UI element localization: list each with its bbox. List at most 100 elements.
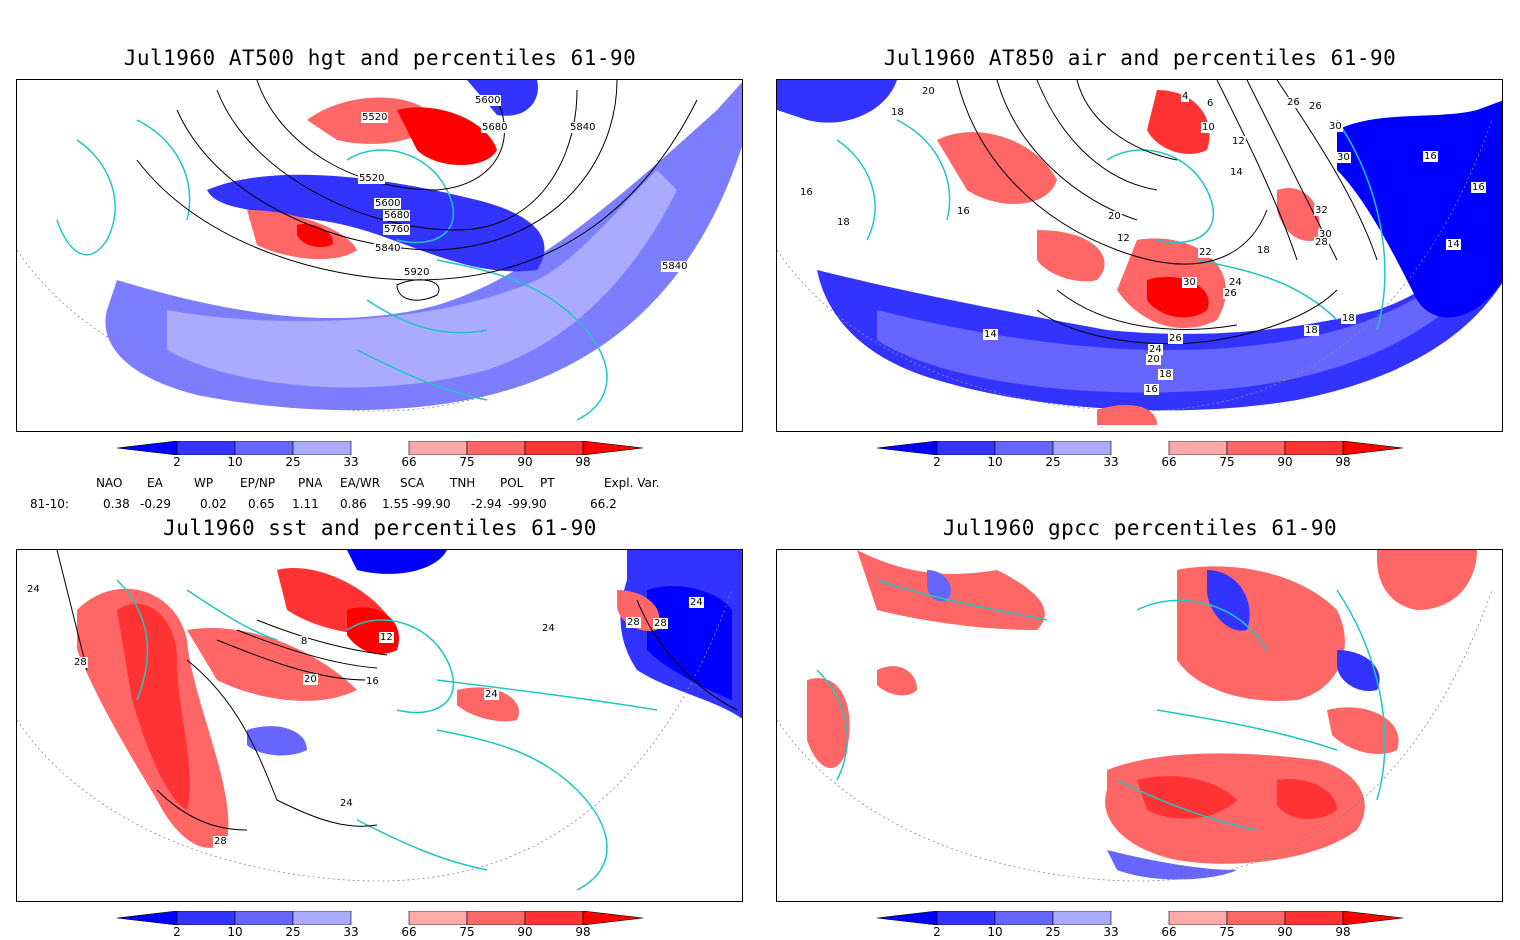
- cbar-label: 33: [1103, 925, 1119, 939]
- cbar-label: 75: [459, 925, 475, 939]
- index-value: 0.38: [103, 497, 130, 511]
- contour-label: 5520: [361, 112, 389, 123]
- contour-label: 28: [1314, 237, 1329, 248]
- cbar-label: 25: [285, 455, 301, 469]
- cbar-label: 33: [1103, 455, 1119, 469]
- contour-label: 8: [300, 636, 309, 647]
- contour-label: 4: [1181, 91, 1190, 102]
- contour-label: 20: [921, 86, 936, 97]
- panel-title-air850: Jul1960 AT850 air and percentiles 61-90: [883, 46, 1397, 70]
- contour-label: 5680: [383, 210, 411, 221]
- index-value: -99.90: [412, 497, 451, 511]
- map-air850: [777, 80, 1502, 431]
- index-value: 1.55: [382, 497, 409, 511]
- colorbar-graphic: [117, 441, 644, 455]
- contour-label: 5680: [481, 122, 509, 133]
- contour-label: 30: [1182, 277, 1197, 288]
- colorbar-graphic: [877, 441, 1404, 455]
- cbar-label: 2: [173, 455, 181, 469]
- contour-label: 18: [1256, 245, 1271, 256]
- contour-label: 5840: [569, 122, 597, 133]
- contour-label: 30: [1328, 121, 1343, 132]
- cbar-label: 98: [575, 455, 591, 469]
- contour-label: 26: [1308, 101, 1323, 112]
- cbar-label: 25: [1045, 455, 1061, 469]
- index-value: -99.90: [508, 497, 547, 511]
- contour-label: 5760: [383, 224, 411, 235]
- map-panel-sst: [16, 549, 743, 902]
- contour-label: 24: [484, 689, 499, 700]
- contour-label: 26: [1168, 333, 1183, 344]
- contour-label: 28: [626, 617, 641, 628]
- cbar-label: 98: [1335, 925, 1351, 939]
- contour-label: 16: [365, 676, 380, 687]
- index-header: PT: [540, 476, 555, 490]
- cbar-label: 66: [1161, 925, 1177, 939]
- contour-label: 18: [1304, 325, 1319, 336]
- cbar-label: 90: [517, 925, 533, 939]
- contour-label: 28: [73, 657, 88, 668]
- contour-label: 28: [213, 836, 228, 847]
- index-value: -0.29: [140, 497, 172, 511]
- index-header: PNA: [298, 476, 323, 490]
- contour-label: 5840: [374, 243, 402, 254]
- contour-label: 12: [379, 632, 394, 643]
- index-value: 0.86: [340, 497, 367, 511]
- map-panel-air850: [776, 79, 1503, 432]
- cbar-label: 66: [401, 455, 417, 469]
- index-header: TNH: [450, 476, 476, 490]
- contour-label: 5920: [403, 267, 431, 278]
- contour-label: 30: [1336, 152, 1351, 163]
- contour-label: 16: [1423, 151, 1438, 162]
- colorbar-gpcc: 2 10 25 33 66 75 90 98: [877, 911, 1407, 939]
- contour-label: 32: [1314, 205, 1329, 216]
- cbar-label: 98: [1335, 455, 1351, 469]
- contour-label: 14: [983, 329, 998, 340]
- contour-label: 26: [1223, 288, 1238, 299]
- cbar-label: 90: [1277, 925, 1293, 939]
- contour-label: 5600: [374, 198, 402, 209]
- contour-label: 24: [689, 597, 704, 608]
- cbar-label: 2: [173, 925, 181, 939]
- contour-label: 26: [1286, 97, 1301, 108]
- contour-label: 30: [1318, 229, 1333, 240]
- map-gpcc: [777, 550, 1502, 901]
- cbar-label: 10: [227, 925, 243, 939]
- contour-label: 5600: [474, 95, 502, 106]
- contour-label: 6: [1206, 98, 1215, 109]
- cbar-label: 33: [343, 925, 359, 939]
- contour-label: 16: [1144, 384, 1159, 395]
- index-header: EA/WR: [340, 476, 381, 490]
- contour-label: 24: [339, 798, 354, 809]
- colorbar-graphic: [117, 911, 644, 925]
- map-panel-gpcc: [776, 549, 1503, 902]
- index-value: 0.65: [248, 497, 275, 511]
- contour-label: 18: [1341, 313, 1356, 324]
- index-header: WP: [194, 476, 214, 490]
- index-header: Expl. Var.: [604, 476, 660, 490]
- index-header: POL: [500, 476, 524, 490]
- contour-label: 5840: [661, 261, 689, 272]
- contour-label: 12: [1231, 136, 1246, 147]
- index-header: SCA: [400, 476, 425, 490]
- colorbar-air850: 2 10 25 33 66 75 90 98: [877, 441, 1407, 469]
- map-panel-hgt500: [16, 79, 743, 432]
- index-header: EP/NP: [240, 476, 276, 490]
- map-hgt500: [17, 80, 742, 431]
- cbar-label: 75: [459, 455, 475, 469]
- contour-label: 20: [1146, 354, 1161, 365]
- index-value: 0.02: [200, 497, 227, 511]
- contour-label: 20: [303, 674, 318, 685]
- contour-label: 22: [1198, 247, 1213, 258]
- cbar-label: 75: [1219, 925, 1235, 939]
- index-value: 66.2: [590, 497, 617, 511]
- map-sst: [17, 550, 742, 901]
- panel-title-hgt500: Jul1960 AT500 hgt and percentiles 61-90: [123, 46, 637, 70]
- index-value: 1.11: [292, 497, 319, 511]
- cbar-label: 90: [517, 455, 533, 469]
- cbar-label: 33: [343, 455, 359, 469]
- panel-title-sst: Jul1960 sst and percentiles 61-90: [163, 516, 597, 540]
- cbar-label: 75: [1219, 455, 1235, 469]
- contour-label: 24: [26, 584, 41, 595]
- contour-label: 10: [1201, 122, 1216, 133]
